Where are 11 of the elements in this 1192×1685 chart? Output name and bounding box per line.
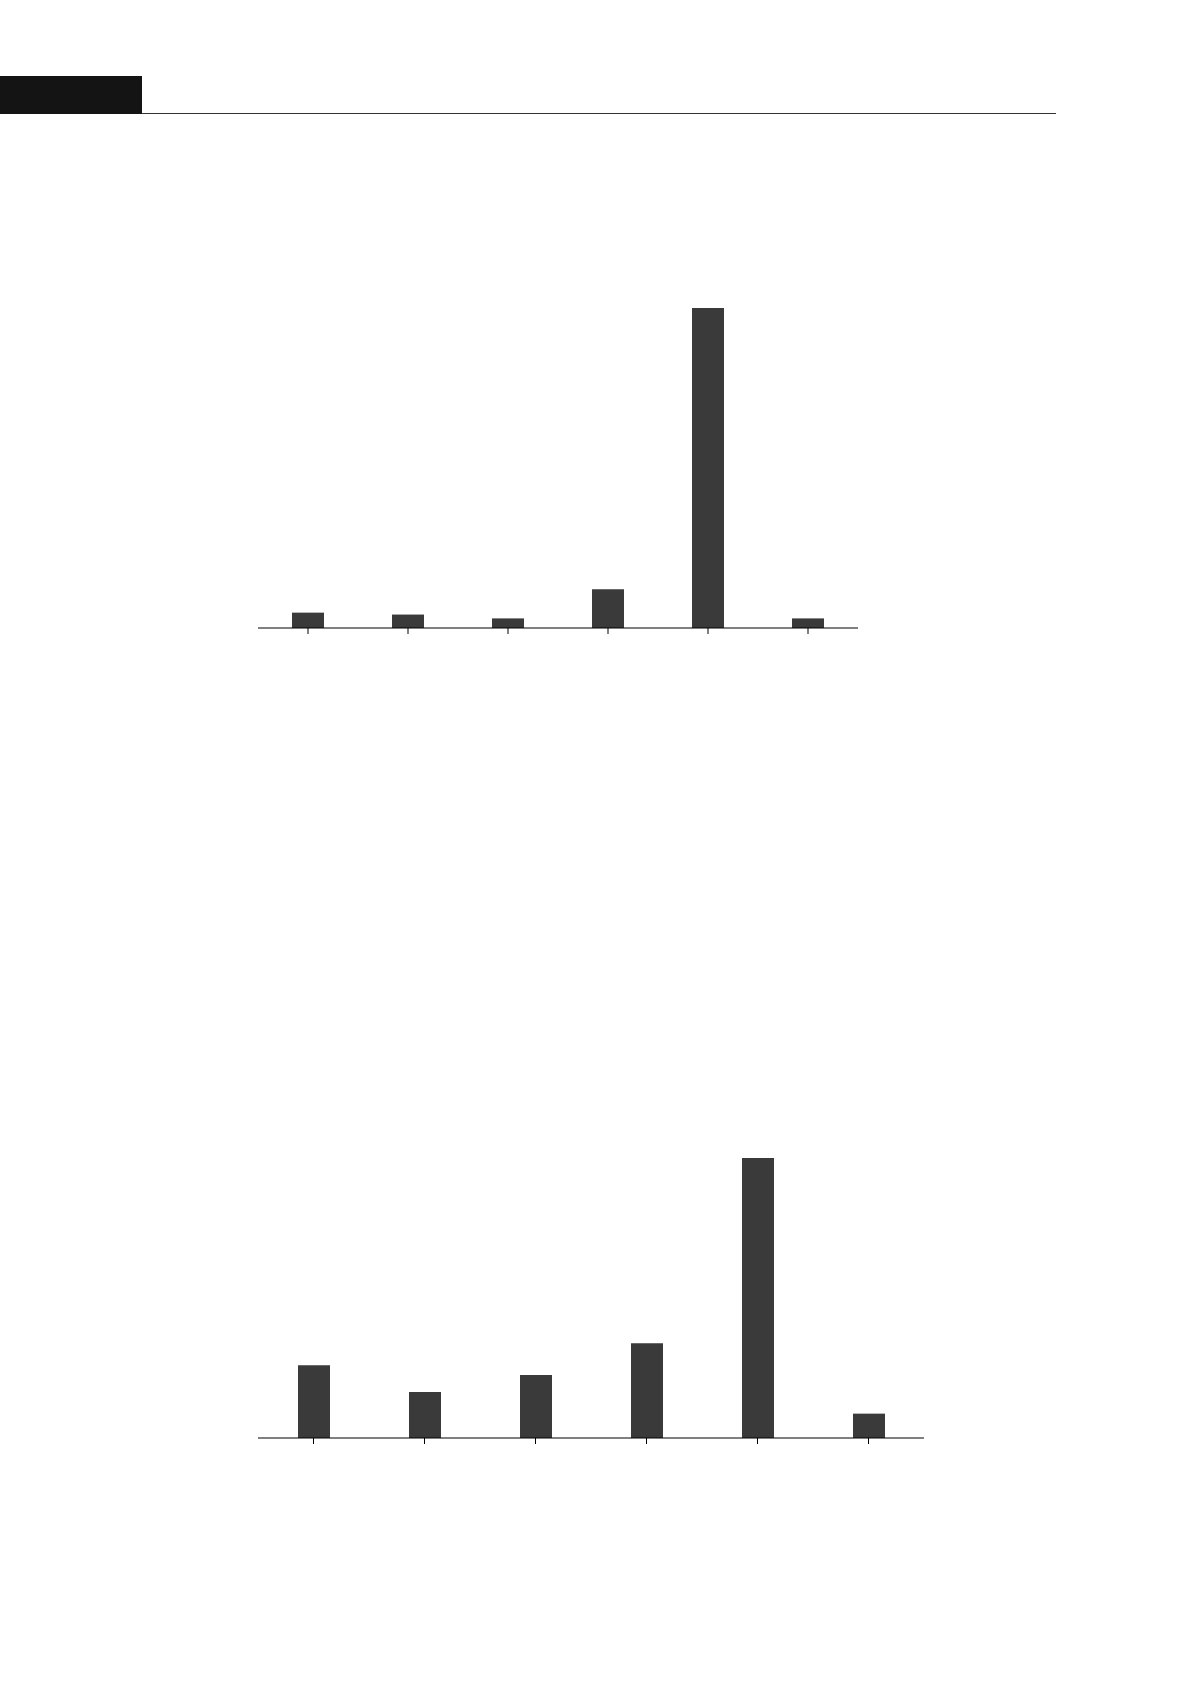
bar (298, 1365, 330, 1438)
bar (853, 1413, 885, 1438)
bar (631, 1343, 663, 1438)
bar (492, 618, 524, 628)
bar (792, 618, 824, 628)
bar (520, 1375, 552, 1438)
bar (692, 308, 724, 628)
bar (592, 589, 624, 628)
bar (742, 1158, 774, 1438)
bar (292, 612, 324, 628)
bar (409, 1392, 441, 1438)
